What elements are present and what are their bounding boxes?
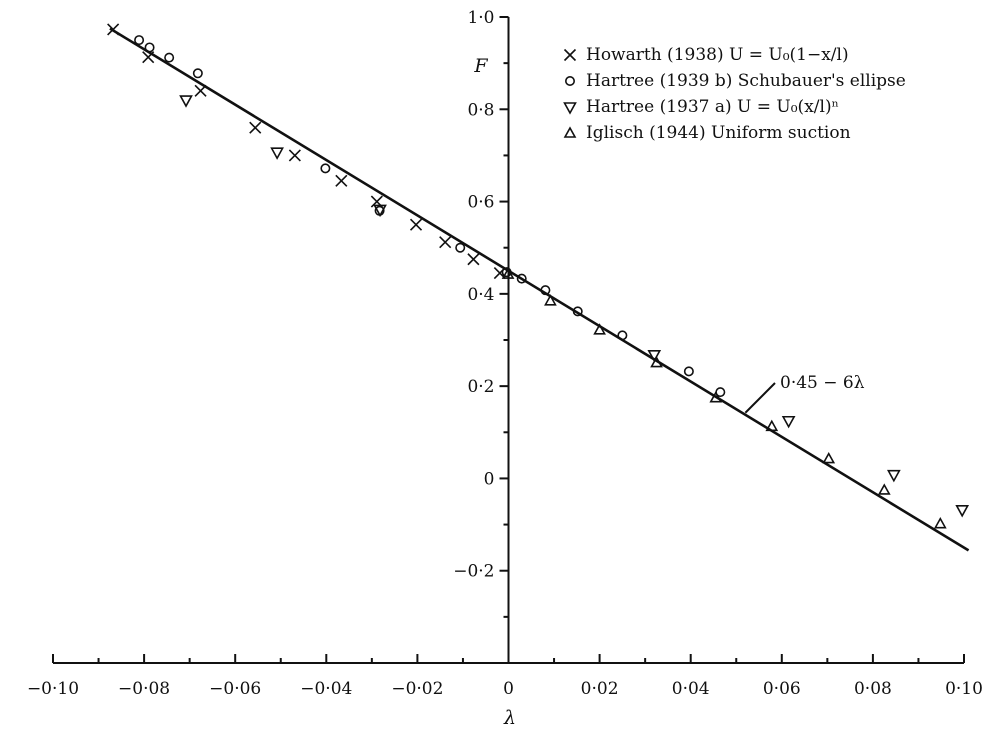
- triangle-down-point: [955, 505, 970, 518]
- circle-point: [516, 273, 527, 284]
- x-axis-label: λ: [503, 707, 516, 729]
- x-tick-label: 0·10: [945, 679, 983, 699]
- triangle-down-point: [781, 415, 796, 429]
- triangle-down-point: [886, 469, 901, 483]
- cross-point: [142, 51, 155, 64]
- triangle-up-point: [822, 451, 836, 464]
- triangle-down-point: [270, 147, 284, 160]
- circle-point: [134, 35, 145, 46]
- triangle-up-point: [765, 419, 779, 432]
- y-tick-label: 0·4: [467, 285, 494, 305]
- circle-point: [617, 330, 628, 341]
- triangle-up-point: [877, 483, 891, 495]
- x-tick-label: −0·08: [118, 679, 170, 699]
- triangle-down-point: [563, 102, 577, 115]
- y-tick-label: −0·2: [453, 562, 494, 582]
- triangle-down-point: [373, 204, 387, 218]
- y-tick-label: 0·6: [467, 193, 494, 213]
- cross-point: [288, 149, 301, 162]
- triangle-down-point: [179, 95, 193, 108]
- cross-point: [439, 236, 452, 249]
- legend-entry-text: Howarth (1938) U = U₀(1−x/l): [586, 45, 849, 65]
- axes: −0·10 −0·08 −0·06 −0·04 −0·02 0 0·02 0·04 0·06 0·…: [27, 8, 983, 699]
- fit-line-label: 0·45 − 6λ: [780, 373, 865, 393]
- triangle-up-point: [544, 294, 557, 306]
- circle-point: [501, 267, 512, 278]
- x-tick-label: −0·02: [391, 679, 443, 699]
- circle-point: [564, 76, 575, 87]
- circle-point: [572, 306, 583, 317]
- triangle-up-point: [593, 323, 606, 335]
- y-tick-label: 1·0: [467, 8, 494, 28]
- triangle-up-point: [709, 391, 723, 403]
- circle-point: [540, 285, 551, 296]
- x-tick-label: 0·06: [763, 679, 801, 699]
- fit-line: [109, 27, 970, 552]
- circle-point: [192, 68, 203, 79]
- legend: Howarth (1938) U = U₀(1−x/l) Hartree (193…: [563, 45, 906, 143]
- x-tick-label: 0: [503, 679, 514, 699]
- cross-point: [194, 84, 207, 97]
- circle-point: [144, 42, 155, 53]
- cross-point: [107, 23, 120, 36]
- legend-entry-text: Hartree (1939 b) Schubauer's ellipse: [586, 71, 906, 91]
- circle-point: [683, 366, 694, 377]
- y-axis-label: F: [473, 55, 488, 77]
- triangle-up-point: [933, 517, 947, 529]
- y-tick-label: 0·8: [467, 100, 494, 120]
- cross-point: [249, 121, 262, 134]
- x-tick-label: 0·04: [672, 679, 710, 699]
- legend-entry-text: Iglisch (1944) Uniform suction: [586, 123, 851, 143]
- fit-line-group: 0·45 − 6λ: [109, 27, 970, 552]
- circle-point: [455, 242, 466, 253]
- cross-point: [467, 253, 480, 266]
- triangle-down-point: [647, 349, 662, 363]
- x-tick-label: 0·08: [854, 679, 892, 699]
- y-tick-label: 0·2: [467, 377, 494, 397]
- cross-point: [563, 48, 577, 62]
- x-tick-label: −0·10: [27, 679, 79, 699]
- x-tick-label: −0·04: [300, 679, 352, 699]
- cross-point: [409, 218, 423, 231]
- triangle-up-point: [650, 355, 663, 368]
- legend-entry-text: Hartree (1937 a) U = U₀(x/l)ⁿ: [586, 97, 839, 117]
- y-tick-label: 0: [484, 469, 495, 489]
- circle-point: [164, 52, 175, 63]
- x-tick-label: −0·06: [209, 679, 261, 699]
- data-marks: [107, 23, 970, 529]
- cross-point: [335, 174, 348, 187]
- triangle-up-point: [563, 126, 577, 138]
- triangle-up-point: [501, 267, 515, 279]
- fit-line-leader: [744, 382, 776, 414]
- circle-point: [320, 163, 331, 174]
- x-tick-label: 0·02: [581, 679, 619, 699]
